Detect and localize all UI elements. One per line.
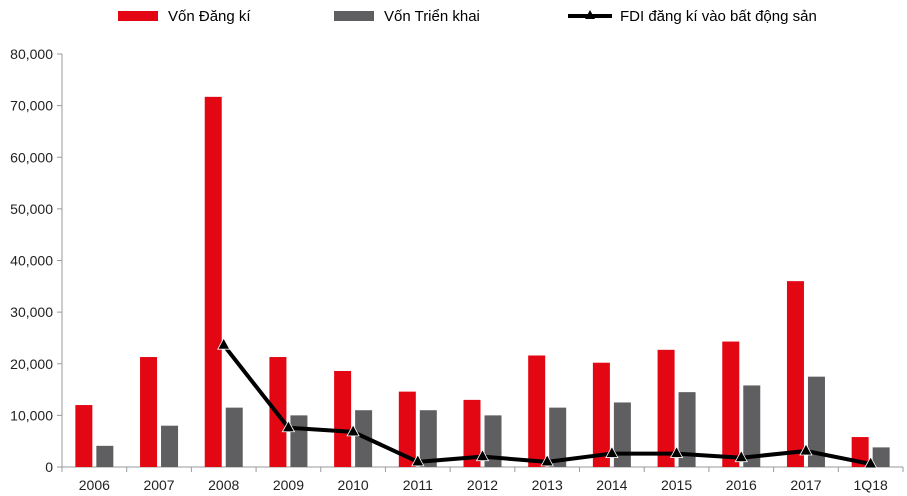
bar-registered	[528, 355, 546, 467]
x-tick-label: 2010	[338, 477, 369, 493]
y-tick-label: 0	[45, 459, 53, 475]
x-tick-label: 2016	[726, 477, 757, 493]
bar-disbursed	[549, 407, 567, 467]
fdi-marker	[734, 449, 748, 463]
y-tick-label: 50,000	[10, 201, 53, 217]
bar-registered	[140, 357, 158, 467]
bar-disbursed	[743, 385, 761, 467]
bar-registered	[657, 349, 675, 467]
legend-label-registered: Vốn Đăng kí	[168, 7, 251, 25]
legend-item-registered: Vốn Đăng kí	[118, 4, 251, 28]
x-tick-label: 2008	[208, 477, 239, 493]
x-tick-label: 2017	[790, 477, 821, 493]
bar-registered	[722, 341, 740, 467]
fdi-marker	[540, 454, 554, 467]
bar-disbursed	[613, 402, 631, 467]
x-tick-label: 2014	[596, 477, 627, 493]
y-tick-label: 70,000	[10, 98, 53, 114]
legend-label-fdi-real-estate: FDI đăng kí vào bất động sản	[620, 7, 817, 25]
fdi-marker	[669, 445, 684, 458]
fdi-marker	[281, 419, 296, 433]
bar-registered	[398, 391, 416, 467]
fdi-marker	[605, 445, 619, 458]
legend-swatch-registered	[118, 11, 158, 21]
x-tick-label: 2006	[79, 477, 110, 493]
legend-swatch-disbursed	[334, 11, 374, 21]
bar-registered	[334, 370, 352, 467]
bar-disbursed	[872, 447, 890, 467]
bar-disbursed	[678, 392, 696, 467]
fdi-marker	[863, 456, 878, 469]
bar-disbursed	[161, 425, 179, 467]
x-tick-label: 2011	[403, 477, 433, 493]
bar-disbursed	[290, 415, 308, 467]
bar-registered	[75, 405, 93, 467]
bar-disbursed	[225, 407, 243, 467]
legend-item-disbursed: Vốn Triển khai	[334, 4, 480, 28]
y-tick-label: 30,000	[10, 304, 53, 320]
legend-line-marker	[568, 9, 612, 23]
bar-registered	[463, 399, 481, 467]
x-tick-label: 2015	[661, 477, 692, 493]
bar-disbursed	[96, 445, 114, 467]
fdi-marker	[411, 454, 425, 467]
x-tick-label: 2013	[532, 477, 563, 493]
y-tick-label: 10,000	[10, 407, 53, 423]
y-tick-label: 40,000	[10, 253, 53, 269]
legend-label-disbursed: Vốn Triển khai	[384, 7, 480, 25]
y-tick-label: 80,000	[10, 46, 53, 62]
bar-registered	[204, 96, 222, 467]
bar-registered	[786, 281, 804, 467]
fdi-line	[222, 343, 872, 466]
bar-registered	[592, 362, 610, 467]
fdi-marker	[475, 448, 490, 462]
x-tick-label: 1Q18	[854, 477, 888, 493]
y-tick-label: 60,000	[10, 149, 53, 165]
fdi-marker	[346, 424, 360, 437]
bar-disbursed	[484, 415, 502, 467]
x-tick-label: 2007	[143, 477, 174, 493]
fdi-marker	[217, 337, 231, 350]
fdi-marker	[799, 443, 813, 456]
legend-item-fdi-real-estate: FDI đăng kí vào bất động sản	[568, 4, 817, 28]
legend: Vốn Đăng kí Vốn Triển khai FDI đăng kí v…	[0, 4, 907, 28]
x-tick-label: 2009	[273, 477, 304, 493]
y-tick-label: 20,000	[10, 356, 53, 372]
bar-disbursed	[419, 410, 437, 467]
x-tick-label: 2012	[467, 477, 498, 493]
bar-disbursed	[807, 376, 825, 467]
